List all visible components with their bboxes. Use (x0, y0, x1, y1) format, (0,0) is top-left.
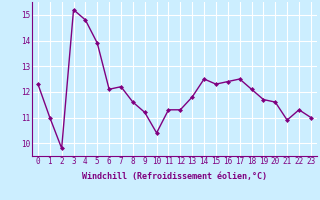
X-axis label: Windchill (Refroidissement éolien,°C): Windchill (Refroidissement éolien,°C) (82, 172, 267, 181)
